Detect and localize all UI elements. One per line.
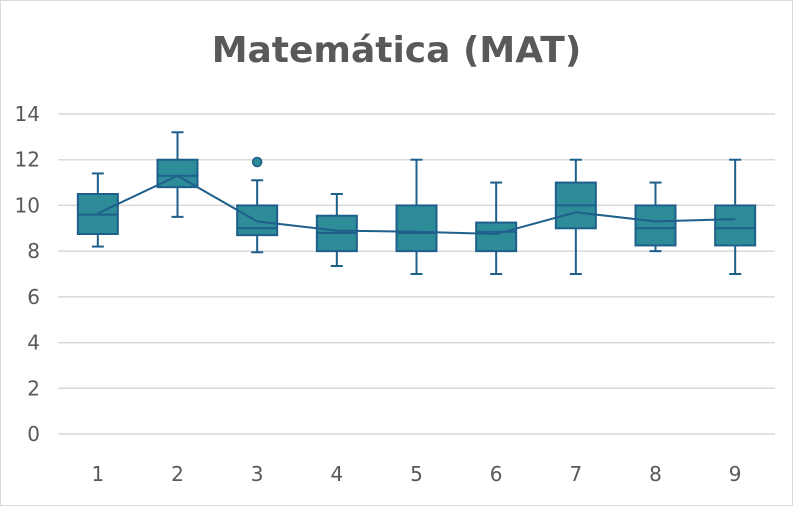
mean-line [97, 174, 736, 236]
boxes [76, 131, 757, 275]
x-tick-label: 1 [91, 462, 104, 486]
outlier-point [251, 156, 263, 168]
iqr-box [475, 221, 518, 253]
box-6 [475, 181, 518, 275]
iqr-box [395, 204, 438, 253]
box-3 [236, 156, 279, 254]
box-8 [634, 181, 677, 253]
y-tick-label: 12 [15, 148, 40, 172]
y-axis-ticks: 0 2 4 6 8 10 12 14 [15, 102, 40, 446]
y-tick-label: 6 [27, 285, 40, 309]
box-2 [156, 131, 199, 218]
x-tick-label: 2 [171, 462, 184, 486]
x-tick-label: 3 [251, 462, 264, 486]
iqr-box [714, 204, 757, 247]
x-tick-label: 5 [410, 462, 423, 486]
x-tick-label: 6 [490, 462, 503, 486]
x-tick-label: 7 [569, 462, 582, 486]
y-tick-label: 10 [15, 193, 40, 217]
y-tick-label: 0 [27, 422, 40, 446]
box-5 [395, 158, 438, 275]
x-axis-ticks: 1 2 3 4 5 6 7 8 9 [91, 462, 741, 486]
y-tick-label: 4 [27, 331, 40, 355]
chart-title: Matemática (MAT) [211, 30, 582, 71]
y-tick-label: 8 [27, 239, 40, 263]
x-tick-label: 8 [649, 462, 662, 486]
mean-polyline [97, 174, 736, 236]
box-4 [315, 193, 358, 267]
y-tick-label: 14 [15, 102, 40, 126]
box-7 [554, 158, 597, 275]
x-tick-label: 4 [330, 462, 343, 486]
box-1 [76, 172, 119, 248]
y-tick-label: 2 [27, 376, 40, 400]
iqr-box [634, 204, 677, 247]
box-9 [714, 158, 757, 275]
x-tick-label: 9 [729, 462, 742, 486]
